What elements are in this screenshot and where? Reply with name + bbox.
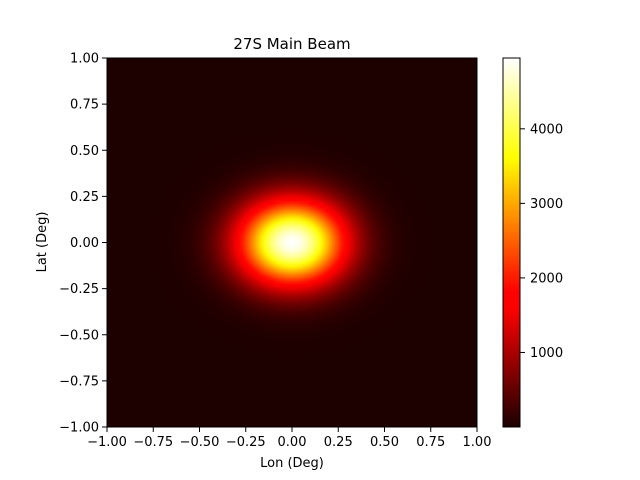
colorbar-tick-label: 4000 (530, 122, 563, 137)
y-tick-label: 0.25 (70, 190, 99, 205)
y-tick-label: 0.50 (70, 144, 99, 159)
colorbar-tick-label: 1000 (530, 346, 563, 361)
y-axis-label: Lat (Deg) (35, 212, 50, 273)
colorbar-ticks: 1000 2000 3000 4000 (520, 122, 563, 361)
colorbar-tick-label: 2000 (530, 271, 563, 286)
x-axis-label: Lon (Deg) (260, 456, 324, 471)
x-tick-label: 1.00 (463, 435, 492, 450)
x-tick-label: 0.00 (278, 435, 307, 450)
heatmap-plot-area (106, 57, 478, 428)
y-tick-label: −0.25 (59, 282, 99, 297)
y-tick-label: 0.75 (70, 98, 99, 113)
x-tick-label: −0.75 (133, 435, 173, 450)
heatmap-image (107, 58, 477, 427)
x-tick-label: −0.25 (226, 435, 266, 450)
y-axis: −1.00 −0.75 −0.50 −0.25 0.00 0.25 0.50 0.75 1.00 (59, 52, 107, 436)
x-tick-label: 0.75 (416, 435, 445, 450)
colorbar-tick-label: 3000 (530, 197, 563, 212)
y-tick-label: −0.50 (59, 328, 99, 343)
x-tick-label: −1.00 (87, 435, 127, 450)
y-tick-label: 1.00 (70, 52, 99, 67)
y-tick-label: −1.00 (59, 421, 99, 436)
y-tick-label: 0.00 (70, 236, 99, 251)
x-axis: −1.00 −0.75 −0.50 −0.25 0.00 0.25 0.50 0.75 1.00 (87, 427, 491, 450)
x-tick-label: −0.50 (180, 435, 220, 450)
chart-title: 27S Main Beam (233, 35, 350, 53)
colorbar-frame (502, 57, 521, 428)
colorbar-gradient (503, 58, 520, 427)
x-tick-label: 0.25 (324, 435, 353, 450)
colorbar: 1000 2000 3000 4000 (502, 57, 563, 428)
x-tick-label: 0.50 (370, 435, 399, 450)
y-tick-label: −0.75 (59, 374, 99, 389)
